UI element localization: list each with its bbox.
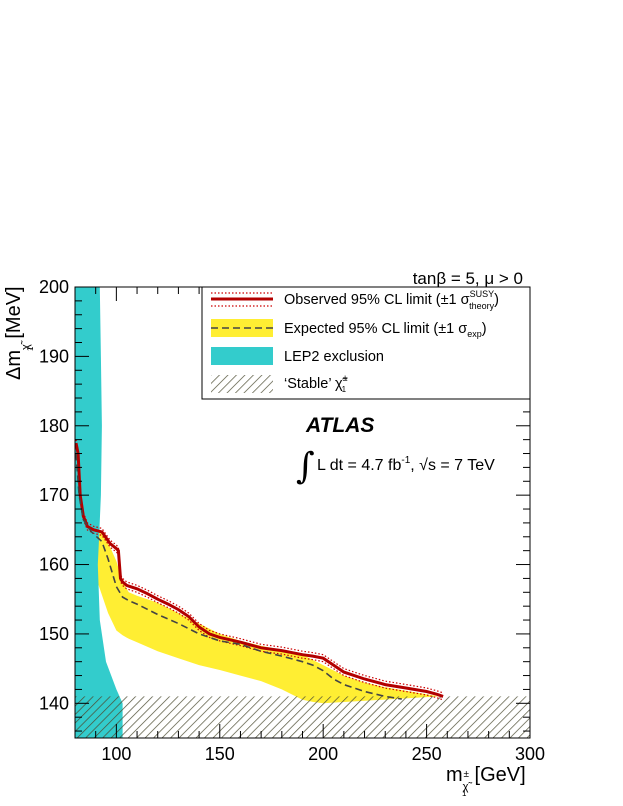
legend-entry-expected: Expected 95% CL limit (±1 σexp) bbox=[211, 319, 487, 339]
y-axis-title: Δmχ̃ [MeV] bbox=[3, 286, 32, 380]
luminosity-label: ∫ L dt = 4.7 fb-1, √s = 7 TeV bbox=[296, 446, 495, 487]
x-tick-label: 300 bbox=[515, 744, 545, 764]
integral-sign: ∫ bbox=[296, 446, 315, 487]
legend-entry-lep2: LEP2 exclusion bbox=[211, 347, 384, 365]
y-tick-label: 160 bbox=[39, 555, 69, 575]
legend-entry-observed: Observed 95% CL limit (±1 σSUSY theory) bbox=[211, 289, 499, 311]
lep2-exclusion-region bbox=[75, 287, 123, 738]
y-tick-labels: 140 150 160 170 180 190 200 bbox=[39, 277, 69, 713]
y-tick-label: 200 bbox=[39, 277, 69, 297]
y-tick-label: 190 bbox=[39, 346, 69, 366]
x-tick-label: 100 bbox=[101, 744, 131, 764]
legend-entry-stable: ‘Stable’ χ̃± 1 bbox=[211, 373, 348, 394]
y-tick-label: 140 bbox=[39, 693, 69, 713]
svg-text:Observed 95% CL limit (±1 σSUS: Observed 95% CL limit (±1 σSUSY theory) bbox=[284, 289, 499, 311]
header-label: tanβ = 5, μ > 0 bbox=[413, 269, 523, 288]
svg-text:L dt = 4.7 fb-1, √s = 7 TeV: L dt = 4.7 fb-1, √s = 7 TeV bbox=[317, 455, 495, 474]
expected-band bbox=[76, 446, 439, 704]
legend: Observed 95% CL limit (±1 σSUSY theory) E… bbox=[201, 286, 531, 400]
x-tick-label: 250 bbox=[412, 744, 442, 764]
x-tick-label: 150 bbox=[205, 744, 235, 764]
x-axis-title-subscript-index: 1 bbox=[462, 789, 467, 798]
y-tick-label: 180 bbox=[39, 416, 69, 436]
observed-band-lower-line bbox=[75, 446, 444, 701]
x-tick-label: 200 bbox=[308, 744, 338, 764]
svg-text:‘Stable’ χ̃±1: ‘Stable’ χ̃± 1 bbox=[284, 373, 348, 394]
svg-text:LEP2 exclusion: LEP2 exclusion bbox=[284, 349, 384, 365]
y-tick-label: 150 bbox=[39, 624, 69, 644]
observed-limit-line bbox=[75, 442, 444, 698]
observed-band-upper-line bbox=[75, 439, 444, 694]
svg-text:Expected 95% CL limit (±1 σexp: Expected 95% CL limit (±1 σexp) bbox=[284, 321, 487, 339]
x-axis-title: mχ̃± [GeV] bbox=[446, 764, 526, 793]
y-tick-label: 170 bbox=[39, 485, 69, 505]
y-axis-title-subscript-index: 1 bbox=[26, 346, 35, 351]
atlas-label: ATLAS bbox=[305, 414, 374, 437]
x-tick-labels: 100 150 200 250 300 bbox=[101, 744, 545, 764]
